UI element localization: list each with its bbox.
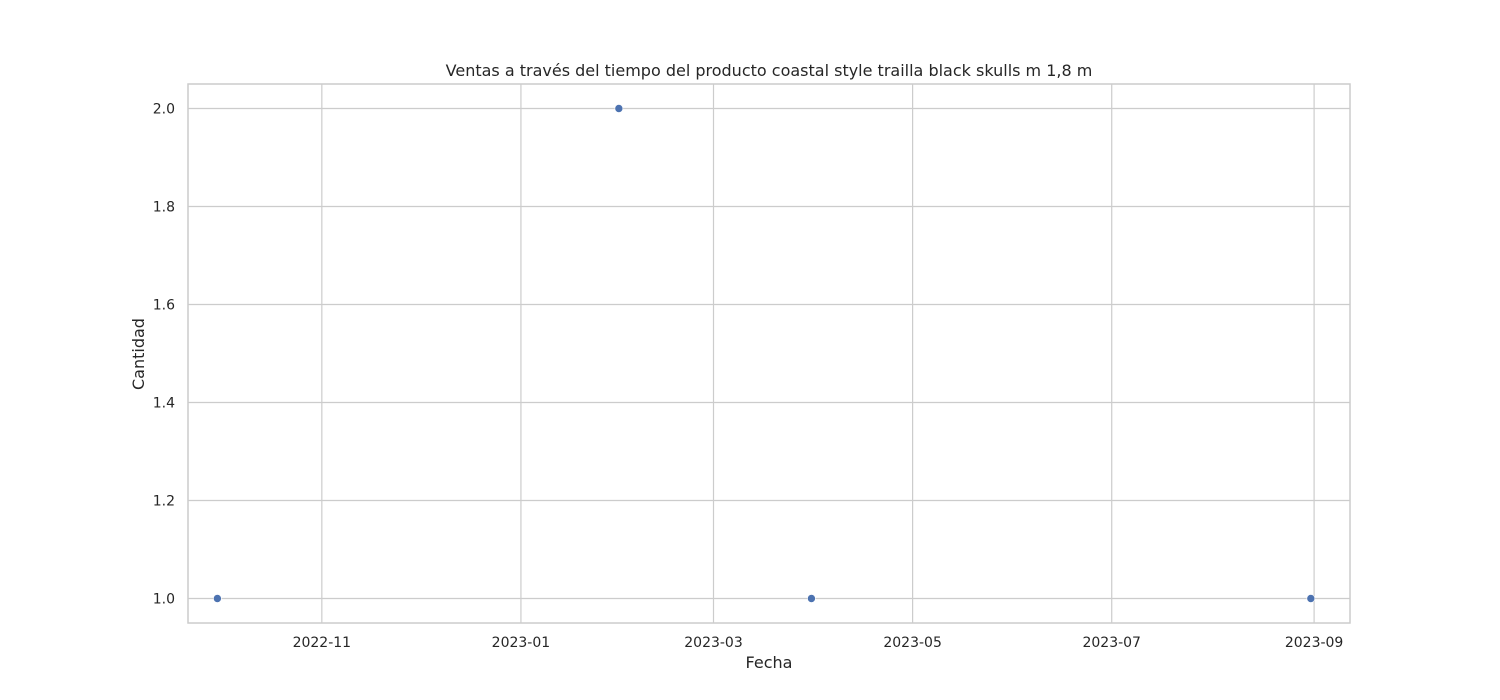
x-tick-label: 2023-07 <box>1082 635 1141 651</box>
y-tick-label: 1.6 <box>153 298 175 314</box>
y-tick-label: 1.4 <box>153 396 175 412</box>
data-point <box>213 594 222 603</box>
data-point <box>1306 594 1316 603</box>
x-axis-ticks: 2022-11 2023-01 2023-03 2023-05 2023-07 2023-… <box>293 635 1344 651</box>
x-axis-label: Fecha <box>746 653 793 672</box>
x-tick-label: 2023-01 <box>492 635 551 651</box>
chart-title: Ventas a través del tiempo del producto … <box>446 61 1093 80</box>
y-tick-label: 2.0 <box>153 102 175 118</box>
data-point <box>614 104 624 113</box>
data-points <box>213 104 1316 603</box>
grid-lines <box>188 84 1350 623</box>
x-tick-label: 2023-03 <box>684 635 743 651</box>
y-axis-ticks: 1.0 1.2 1.4 1.6 1.8 2.0 <box>153 102 175 608</box>
y-tick-label: 1.0 <box>153 592 175 608</box>
y-tick-label: 1.2 <box>153 494 175 510</box>
plot-frame <box>187 83 1351 624</box>
x-tick-label: 2023-09 <box>1285 635 1344 651</box>
x-tick-label: 2023-05 <box>883 635 942 651</box>
y-tick-label: 1.8 <box>153 200 175 216</box>
y-axis-label: Cantidad <box>129 318 148 390</box>
x-tick-label: 2022-11 <box>293 635 352 651</box>
data-point <box>807 594 816 603</box>
